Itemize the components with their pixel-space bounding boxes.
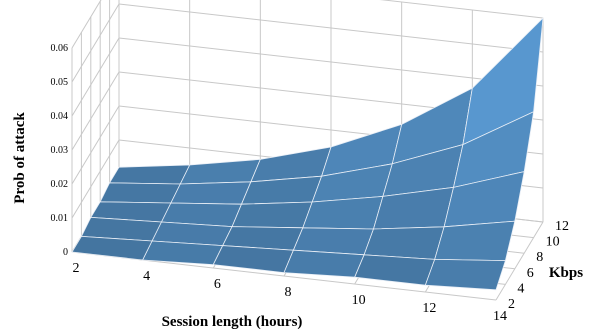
side-wall-gridline xyxy=(71,3,120,83)
surface-cell xyxy=(142,240,224,266)
x-tick-label: 10 xyxy=(352,293,366,308)
surface-plot xyxy=(71,16,544,291)
side-wall-gridline xyxy=(71,71,120,151)
x-tick-label: 8 xyxy=(285,285,292,300)
surface-cell xyxy=(108,164,191,185)
surface-cell xyxy=(231,201,313,229)
side-wall-gridline xyxy=(71,37,120,117)
surface-cell xyxy=(71,235,153,261)
z-axis-ticks: 0 0.01 0.02 0.03 0.04 0.05 0.06 xyxy=(51,43,69,258)
y-tick-label: 2 xyxy=(508,297,515,312)
surface-cell xyxy=(424,258,506,291)
x-tick-label: 14 xyxy=(493,309,507,324)
surface-cell xyxy=(283,249,365,278)
x-axis-title: Session length (hours) xyxy=(162,314,303,330)
surface-cell xyxy=(363,226,445,260)
x-tick-label: 2 xyxy=(73,261,80,276)
surface-cell xyxy=(179,158,261,185)
floor-gridline xyxy=(495,221,544,301)
z-axis-title: Prob of attack xyxy=(12,112,28,204)
y-tick-label: 12 xyxy=(555,219,569,234)
z-tick-label: 0.05 xyxy=(51,77,69,88)
y-tick-label: 10 xyxy=(546,235,560,250)
x-tick-label: 6 xyxy=(214,277,221,292)
side-wall-gridline xyxy=(71,105,120,185)
z-tick-label: 0.04 xyxy=(51,111,69,122)
z-tick-label: 0.03 xyxy=(51,145,69,156)
x-axis-ticks: 2 4 6 8 10 12 14 xyxy=(73,261,508,324)
y-axis-title: Kbps xyxy=(549,265,583,281)
z-tick-label: 0.06 xyxy=(51,43,69,54)
side-wall-gridline xyxy=(71,139,120,219)
surface-cell xyxy=(354,254,436,286)
z-tick-label: 0.02 xyxy=(51,179,69,190)
z-tick-label: 0 xyxy=(63,247,68,258)
surface-cell xyxy=(212,245,294,274)
x-tick-label: 12 xyxy=(422,301,436,316)
y-tick-label: 6 xyxy=(527,266,534,281)
z-tick-label: 0.01 xyxy=(51,213,69,224)
surface-cell xyxy=(434,220,516,262)
x-tick-label: 4 xyxy=(143,269,150,284)
surface-cell xyxy=(170,181,252,205)
y-tick-label: 4 xyxy=(517,281,524,296)
surface-cell xyxy=(99,182,181,204)
y-tick-label: 8 xyxy=(536,250,543,265)
side-wall-gridline xyxy=(71,0,102,49)
